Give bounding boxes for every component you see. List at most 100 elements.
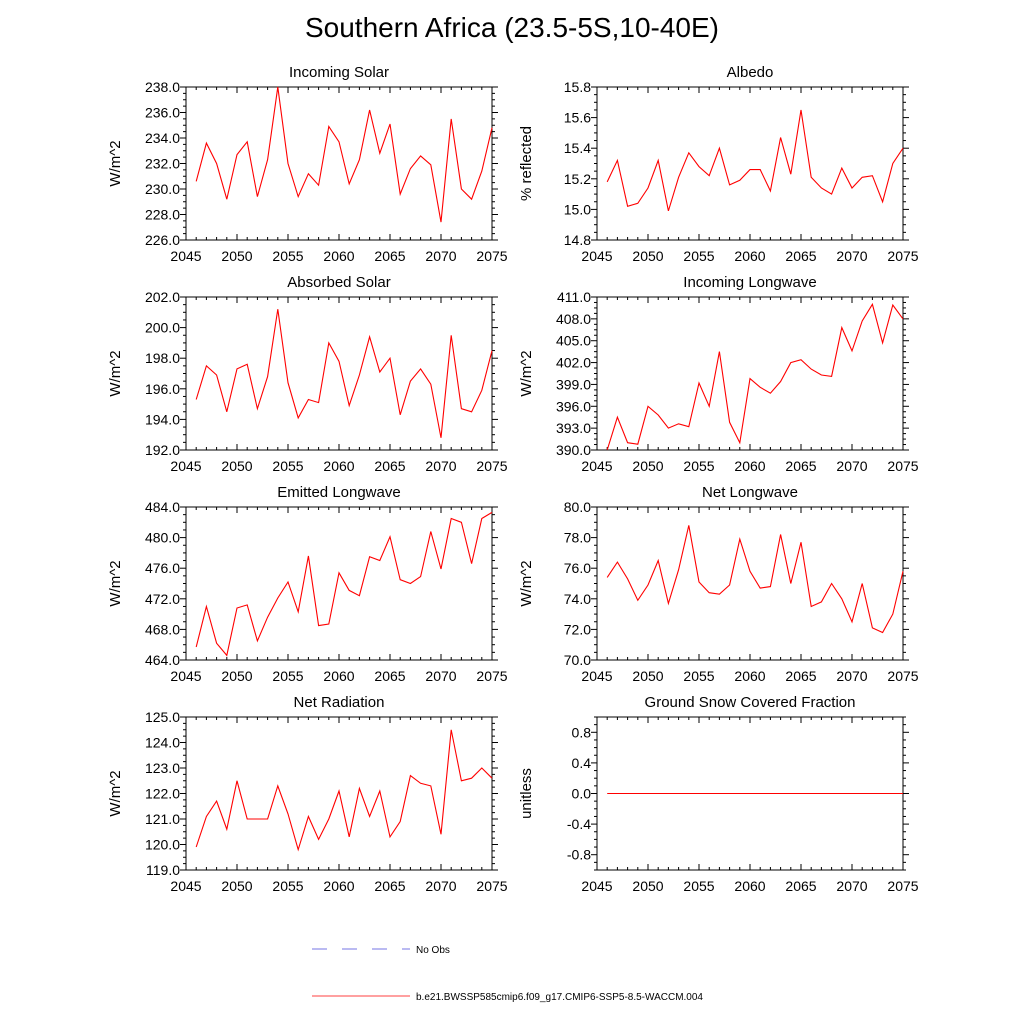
y-tick-label: 411.0	[557, 289, 591, 305]
x-tick-label: 2050	[221, 248, 252, 264]
y-tick-label: 202.0	[145, 289, 180, 305]
y-tick-label: 0.8	[572, 724, 592, 740]
x-tick-label: 2060	[734, 248, 765, 264]
x-tick-label: 2065	[785, 878, 816, 894]
x-tick-label: 2055	[683, 668, 714, 684]
x-tick-label: 2050	[632, 668, 663, 684]
y-tick-label: 484.0	[145, 499, 180, 515]
plot-frame	[185, 506, 493, 661]
x-tick-label: 2050	[632, 248, 663, 264]
y-tick-label: 78.0	[564, 530, 591, 546]
panel-title: Emitted Longwave	[277, 484, 400, 501]
plot-frame	[596, 86, 904, 241]
y-tick-label: 74.0	[564, 591, 591, 607]
x-tick-label: 2070	[836, 878, 867, 894]
x-tick-label: 2075	[476, 248, 507, 264]
series-line	[606, 302, 904, 451]
y-tick-label: 476.0	[145, 560, 180, 576]
y-tick-label: 0.0	[572, 786, 592, 802]
x-tick-label: 2070	[836, 458, 867, 474]
y-axis-label: W/m^2	[518, 560, 535, 606]
panel-4: 2045 2050 2055 2060 2065 2070 2075 390.0 393.0 39…	[518, 274, 919, 474]
x-tick-label: 2050	[632, 458, 663, 474]
y-tick-label: 192.0	[145, 442, 180, 458]
y-tick-label: 480.0	[145, 530, 180, 546]
x-tick-label: 2060	[734, 878, 765, 894]
panel-title: Net Radiation	[294, 694, 385, 711]
y-tick-label: -0.8	[567, 847, 591, 863]
y-tick-label: 399.0	[556, 376, 591, 392]
y-tick-label: 121.0	[145, 811, 180, 827]
x-tick-label: 2055	[272, 248, 303, 264]
y-axis-label: W/m^2	[107, 350, 124, 396]
y-tick-label: 15.8	[564, 79, 591, 95]
y-tick-label: 14.8	[564, 232, 591, 248]
y-tick-label: 15.2	[564, 171, 591, 187]
y-tick-label: 200.0	[145, 320, 180, 336]
y-axis-label: W/m^2	[107, 140, 124, 186]
x-tick-label: 2065	[374, 668, 405, 684]
series-line	[606, 525, 904, 634]
y-tick-label: 76.0	[564, 560, 591, 576]
figure-title: Southern Africa (23.5-5S,10-40E)	[304, 12, 719, 43]
x-tick-label: 2045	[170, 458, 201, 474]
x-tick-label: 2050	[632, 878, 663, 894]
y-tick-label: 123.0	[145, 760, 180, 776]
legend-label: b.e21.BWSSP585cmip6.f09_g17.CMIP6-SSP5-8…	[416, 992, 703, 1003]
y-tick-label: 196.0	[145, 381, 180, 397]
y-tick-label: 226.0	[145, 232, 180, 248]
panel-1: 2045 2050 2055 2060 2065 2070 2075 226.0 228.0 23…	[107, 64, 508, 264]
x-tick-label: 2055	[272, 878, 303, 894]
x-tick-label: 2065	[785, 248, 816, 264]
x-tick-label: 2075	[476, 458, 507, 474]
x-tick-label: 2050	[221, 668, 252, 684]
series-line	[195, 309, 493, 438]
y-tick-label: 15.0	[564, 201, 591, 217]
x-tick-label: 2065	[785, 458, 816, 474]
y-tick-label: 194.0	[145, 411, 180, 427]
y-tick-label: 390.0	[556, 442, 591, 458]
x-tick-label: 2045	[170, 668, 201, 684]
y-tick-label: 402.0	[556, 355, 591, 371]
x-tick-label: 2055	[683, 458, 714, 474]
x-tick-label: 2055	[272, 458, 303, 474]
x-tick-label: 2065	[374, 878, 405, 894]
series-line	[195, 86, 493, 223]
x-tick-label: 2075	[887, 248, 918, 264]
x-tick-label: 2060	[323, 458, 354, 474]
y-tick-label: 228.0	[145, 207, 180, 223]
x-tick-label: 2070	[425, 668, 456, 684]
x-tick-label: 2070	[425, 458, 456, 474]
x-tick-label: 2065	[374, 458, 405, 474]
y-axis-label: % reflected	[518, 126, 535, 201]
x-tick-label: 2070	[425, 248, 456, 264]
y-tick-label: 232.0	[145, 156, 180, 172]
x-tick-label: 2055	[683, 878, 714, 894]
y-tick-label: 119.0	[146, 862, 180, 878]
y-tick-label: 396.0	[556, 398, 591, 414]
series-line	[195, 511, 493, 657]
x-tick-label: 2060	[323, 878, 354, 894]
y-tick-label: 198.0	[145, 350, 180, 366]
x-tick-label: 2045	[581, 668, 612, 684]
y-axis-label: unitless	[518, 768, 535, 819]
y-tick-label: 234.0	[145, 130, 180, 146]
y-tick-label: 236.0	[145, 105, 180, 121]
x-tick-label: 2075	[887, 458, 918, 474]
x-tick-label: 2060	[734, 668, 765, 684]
series-line	[606, 109, 904, 212]
y-tick-label: 230.0	[145, 181, 180, 197]
plot-frame	[185, 86, 493, 241]
y-tick-label: 15.6	[564, 110, 591, 126]
y-tick-label: -0.4	[567, 816, 591, 832]
x-tick-label: 2065	[374, 248, 405, 264]
x-tick-label: 2055	[683, 248, 714, 264]
x-tick-label: 2045	[581, 878, 612, 894]
y-tick-label: 405.0	[556, 333, 591, 349]
y-tick-label: 125.0	[145, 709, 180, 725]
y-tick-label: 72.0	[564, 621, 591, 637]
series-line	[195, 729, 493, 852]
plot-frame	[185, 296, 493, 451]
panel-3: 2045 2050 2055 2060 2065 2070 2075 192.0 194.0 19…	[107, 274, 508, 474]
y-tick-label: 0.4	[572, 755, 592, 771]
